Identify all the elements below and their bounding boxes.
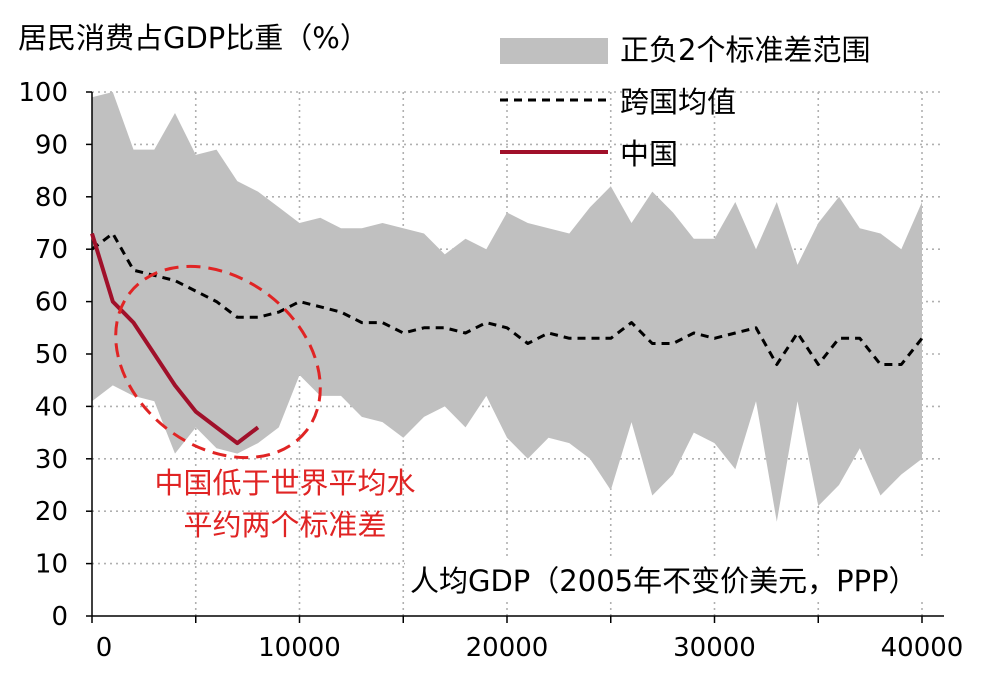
y-tick-label-4: 40 (35, 392, 68, 422)
y-tick-label-0: 0 (51, 602, 68, 632)
y-tick-label-6: 60 (35, 288, 68, 318)
axes (86, 91, 944, 623)
x-axis-title-bg (405, 559, 970, 601)
annotation-line-1: 中国低于世界平均水 (154, 466, 415, 500)
y-tick-label-2: 20 (35, 497, 68, 527)
y-tick-label-9: 90 (35, 130, 68, 160)
y-axis-title: 居民消费占GDP比重（%） (18, 21, 369, 55)
annotation-ellipse (114, 264, 322, 460)
y-tick-label-3: 30 (35, 445, 68, 475)
std-band-area (92, 92, 922, 522)
x-tick-label-3: 30000 (673, 633, 756, 663)
series-line-0 (91, 232, 924, 366)
y-tick-label-8: 80 (35, 183, 68, 213)
x-tick-label-0: 0 (96, 633, 113, 663)
legend-label-china: 中国 (620, 137, 678, 171)
tick-labels: 0 10 20 30 40 50 60 70 80 90 100 0 10000 20000 30000 40… (18, 78, 963, 663)
y-tick-label-5: 50 (35, 340, 68, 370)
annotation: 中国低于世界平均水 平约两个标准差 (114, 264, 416, 542)
legend-label-band: 正负2个标准差范围 (620, 33, 870, 67)
y-tick-label-10: 100 (18, 78, 68, 108)
y-tick-label-7: 70 (35, 235, 68, 265)
annotation-line-2: 平约两个标准差 (183, 508, 386, 542)
x-tick-label-4: 40000 (881, 633, 964, 663)
legend: 正负2个标准差范围 跨国均值 中国 (500, 33, 870, 171)
legend-swatch-band (500, 38, 608, 64)
x-axis-title: 人均GDP（2005年不变价美元，PPP） (410, 564, 918, 598)
y-tick-label-1: 10 (35, 550, 68, 580)
x-tick-label-2: 20000 (466, 633, 549, 663)
legend-label-mean: 跨国均值 (620, 85, 736, 119)
x-tick-label-1: 10000 (258, 633, 341, 663)
